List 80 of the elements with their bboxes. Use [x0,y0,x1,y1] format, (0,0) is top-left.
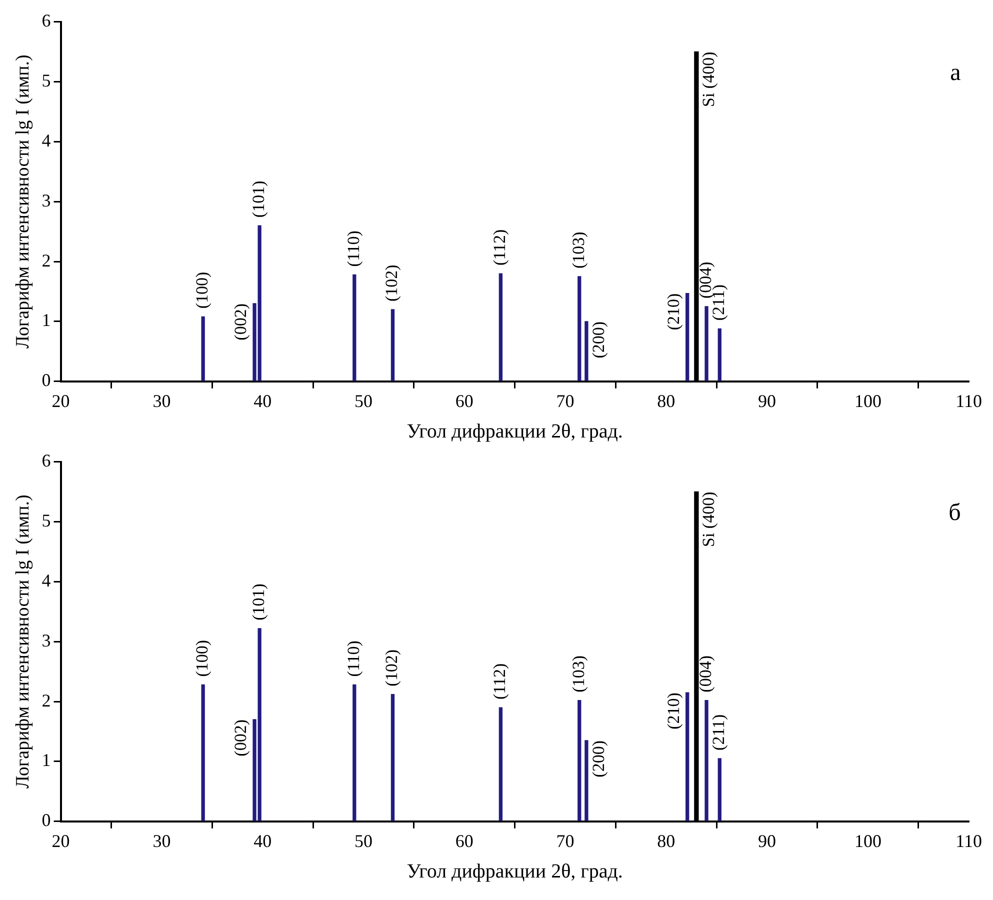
y-tick-label: 6 [42,10,51,31]
annotation: (103) [568,656,588,692]
annotation: а [950,60,962,86]
bar [201,316,205,381]
y-tick-label: 1 [42,310,51,330]
bar [352,274,356,381]
bar [201,684,205,821]
bar [498,707,503,821]
bar [584,740,588,821]
x-tick-label: 110 [956,830,982,851]
bar [686,292,690,381]
annotation: (211) [709,714,728,750]
x-tick-label: 50 [354,390,372,411]
x-tick-label: 90 [758,390,776,411]
x-tick-label: 70 [556,390,574,411]
bar [578,700,582,821]
annotation: (210) [664,293,683,330]
bar [718,758,722,821]
y-tick-label: 0 [42,810,51,830]
y-tick-label: 3 [42,190,51,210]
y-axis-title: Логарифм интенсивности lg I (имп.) [12,494,34,789]
annotation: (110) [344,640,363,677]
x-tick-label: 20 [52,830,70,851]
annotation: (112) [490,229,510,266]
x-tick-label: 110 [956,390,982,411]
x-tick-label: 50 [354,830,372,851]
bar [704,700,708,821]
annotation: (112) [490,663,510,700]
bar [718,328,722,381]
annotation: Si (400) [698,492,718,548]
x-tick-label: 30 [152,830,171,851]
annotation: (100) [192,272,212,309]
y-tick-label: 4 [42,130,51,150]
y-tick-label: 5 [42,510,51,530]
annotation: (101) [249,180,268,218]
annotation: (100) [192,640,212,677]
x-tick-label: 80 [657,390,676,411]
y-axis-title: Логарифм интенсивности lg I (имп.) [12,54,34,349]
bar [584,321,588,381]
annotation: Si (400) [698,52,718,108]
x-axis-title: Угол дифракции 2θ, град. [406,860,623,882]
x-tick-label: 100 [854,390,882,411]
y-tick-label: 3 [42,630,51,650]
bar [498,273,503,381]
bar [352,684,356,821]
x-axis-title: Угол дифракции 2θ, град. [406,420,623,442]
y-tick-label: 4 [42,570,51,590]
annotation: (210) [664,692,683,730]
x-tick-label: 80 [657,830,676,851]
annotation: (103) [568,232,588,269]
y-tick-label: 0 [42,370,51,390]
annotation: (200) [588,740,608,778]
x-tick-label: 100 [854,830,882,851]
x-tick-label: 70 [556,830,574,851]
bar [390,309,395,381]
bar [686,692,690,821]
annotation: (002) [230,303,250,340]
bar [704,306,708,381]
annotation: б [948,500,961,526]
annotation: (004) [696,656,715,692]
x-tick-label: 40 [254,830,272,851]
annotation: (002) [230,720,250,756]
bar [390,694,395,821]
x-tick-label: 20 [52,390,70,411]
annotation: (110) [344,230,363,267]
y-tick-label: 1 [42,750,51,770]
y-tick-label: 6 [42,450,51,471]
bar [578,276,582,381]
x-tick-label: 90 [758,830,776,851]
x-tick-label: 60 [455,390,474,411]
y-tick-label: 2 [42,250,51,270]
annotation: (200) [588,321,608,358]
x-tick-label: 40 [254,390,272,411]
x-tick-label: 30 [152,390,171,411]
annotation: (101) [249,584,268,620]
annotation: (102) [382,650,402,686]
x-tick-label: 60 [455,830,474,851]
annotation: (102) [382,264,402,302]
y-tick-label: 5 [42,70,51,90]
y-tick-label: 2 [42,690,51,710]
